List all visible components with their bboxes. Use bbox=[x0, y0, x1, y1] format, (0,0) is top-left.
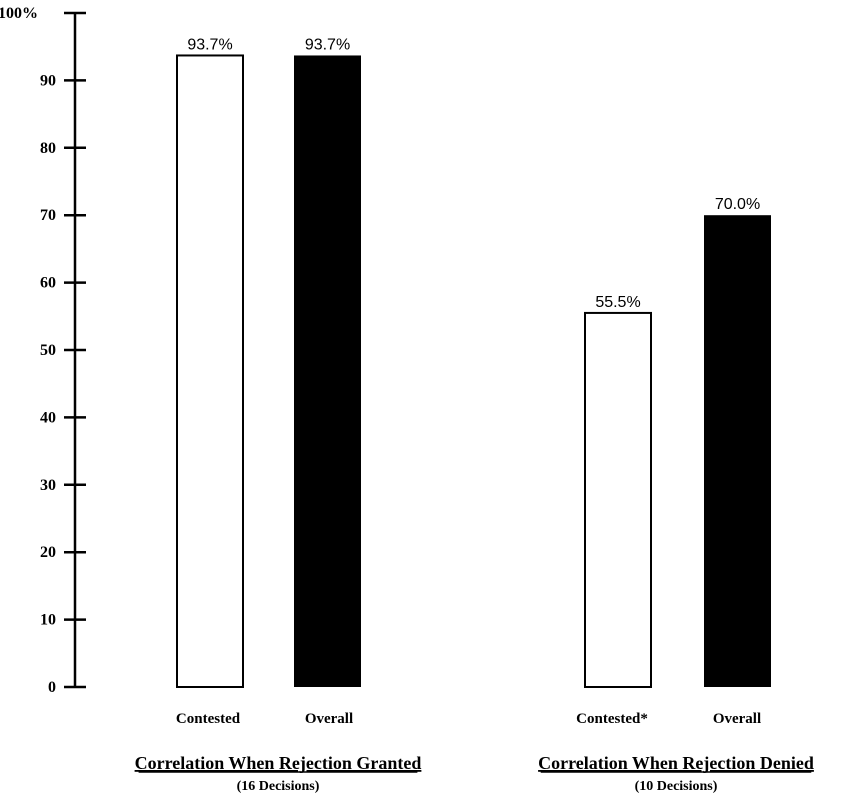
bar-contested bbox=[584, 311, 652, 688]
y-axis bbox=[64, 11, 86, 689]
y-tick-label: 10 bbox=[40, 612, 56, 629]
bar-contested bbox=[176, 54, 244, 689]
group-title: Correlation When Rejection Granted bbox=[135, 753, 422, 773]
y-tick-label: 20 bbox=[40, 544, 56, 561]
data-label: 55.5% bbox=[595, 294, 640, 311]
category-label: Contested* bbox=[576, 711, 648, 727]
y-tick-label: 80 bbox=[40, 140, 56, 157]
bar-overall bbox=[294, 55, 361, 688]
group-subtitle: (10 Decisions) bbox=[635, 779, 718, 794]
group-subtitle: (16 Decisions) bbox=[237, 779, 320, 794]
data-label: 70.0% bbox=[715, 196, 760, 213]
y-tick-label: 100% bbox=[0, 5, 38, 22]
y-tick-label: 0 bbox=[48, 679, 56, 696]
category-label: Overall bbox=[713, 711, 761, 727]
data-label: 93.7% bbox=[187, 36, 232, 53]
y-tick-label: 50 bbox=[40, 342, 56, 359]
y-tick-label: 60 bbox=[40, 275, 56, 292]
labels: 0 10 20 30 40 50 60 70 80 90 100% 93.7% Contested 93.… bbox=[0, 5, 814, 794]
y-tick-label: 70 bbox=[40, 207, 56, 224]
group-title: Correlation When Rejection Denied bbox=[538, 753, 814, 773]
y-tick-label: 30 bbox=[40, 477, 56, 494]
category-label: Contested bbox=[176, 711, 241, 727]
category-label: Overall bbox=[305, 711, 353, 727]
y-tick-label: 90 bbox=[40, 72, 56, 89]
bars bbox=[176, 54, 771, 689]
bar-overall bbox=[704, 215, 771, 687]
y-tick-label: 40 bbox=[40, 409, 56, 426]
data-label: 93.7% bbox=[305, 36, 350, 53]
